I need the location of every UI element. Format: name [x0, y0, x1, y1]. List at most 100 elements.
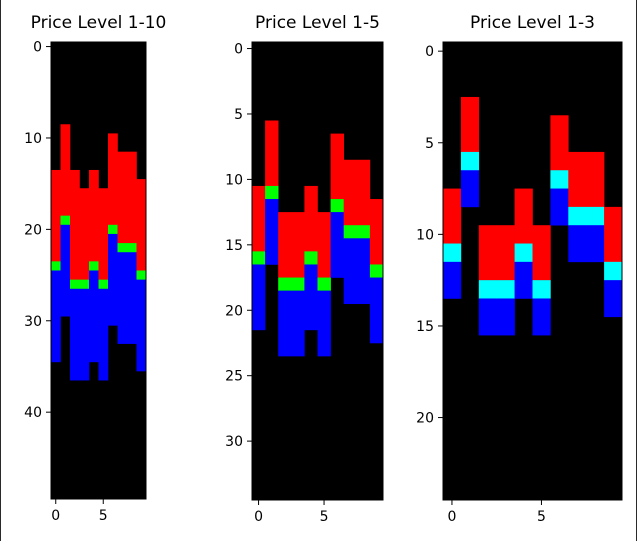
y-tick-label: 10 — [416, 227, 434, 243]
heatmap-cell — [604, 206, 623, 263]
y-tick-label: 15 — [416, 319, 434, 335]
heatmap-cell — [317, 212, 331, 278]
heatmap-cell — [265, 120, 279, 187]
heatmap-cell — [108, 133, 118, 226]
heatmap-cell — [79, 279, 90, 290]
heatmap-cell — [460, 151, 480, 171]
heatmap-cell — [532, 280, 551, 299]
x-tick-label: 5 — [99, 508, 108, 524]
heatmap-cell — [496, 225, 515, 281]
heatmap-cell — [586, 151, 605, 208]
heatmap-cell — [70, 169, 80, 280]
chart-title: Price Level 1-3 — [470, 13, 595, 33]
y-tick-label: 30 — [24, 314, 42, 330]
heatmap-cell — [127, 252, 137, 344]
heatmap-cell — [604, 261, 623, 281]
heatmap-cell — [369, 199, 384, 265]
heatmap-cell — [550, 188, 569, 226]
heatmap-cell — [70, 279, 80, 290]
x-tick-label: 0 — [254, 509, 263, 525]
heatmap-cell — [265, 199, 279, 265]
x-tick-label: 0 — [447, 509, 456, 525]
heatmap-cell — [568, 225, 587, 263]
heatmap-cell — [252, 251, 266, 265]
heatmap-cell — [278, 290, 292, 357]
heatmap-cell — [343, 159, 358, 226]
heatmap-cell — [586, 225, 605, 263]
heatmap-cell — [127, 151, 137, 244]
heatmap-cell — [317, 277, 331, 291]
heatmap-cell — [330, 212, 344, 278]
heatmap-cell — [79, 188, 90, 280]
heatmap-cell — [51, 169, 61, 262]
y-tick-label: 0 — [234, 42, 243, 58]
heatmap-cell — [252, 264, 266, 331]
heatmap-cell — [443, 188, 462, 244]
y-tick-label: 5 — [234, 107, 243, 123]
heatmap-cell — [514, 188, 533, 244]
heatmap-panel-2: Price Level 1-5 0 5 10 15 20 25 30 0 5 — [225, 13, 384, 525]
heatmap-cell — [108, 224, 118, 235]
heatmap-cell — [278, 277, 292, 291]
heatmap-cell — [108, 233, 118, 326]
heatmap-cell — [304, 251, 318, 265]
x-tick-label: 5 — [537, 509, 546, 525]
y-tick-label: 20 — [225, 303, 243, 319]
y-tick-label: 5 — [425, 136, 434, 152]
heatmap-cell — [478, 280, 497, 299]
heatmap-cell — [460, 170, 480, 208]
chart-title: Price Level 1-5 — [255, 13, 380, 33]
heatmap-cell — [568, 151, 587, 208]
heatmap-cell — [70, 288, 80, 381]
heatmap-cell — [98, 279, 109, 290]
heatmap-cell — [343, 238, 358, 305]
heatmap-cell — [330, 133, 344, 200]
heatmap-panel-1: Price Level 1-10 0 10 20 30 40 0 5 — [24, 13, 166, 524]
heatmap-cell — [604, 280, 623, 318]
y-tick-label: 0 — [425, 44, 434, 60]
heatmap-cell — [478, 225, 497, 281]
heatmap-cell — [291, 290, 305, 357]
heatmap-cell — [60, 124, 71, 216]
heatmap-cell — [252, 185, 266, 252]
heatmap-cell — [89, 270, 99, 363]
x-tick-label: 5 — [320, 509, 329, 525]
heatmap-cell — [478, 298, 497, 336]
window-edge-left — [0, 0, 1, 541]
heatmap-cell — [343, 225, 358, 239]
y-tick-label: 25 — [225, 369, 243, 385]
heatmap-cell — [550, 170, 569, 189]
axes-frame — [50, 41, 147, 500]
heatmap-cell — [304, 185, 318, 252]
heatmap-cell — [356, 159, 371, 226]
heatmap-cell — [356, 225, 371, 239]
heatmap-cell — [79, 288, 90, 381]
heatmap-cell — [89, 169, 99, 262]
heatmap-cell — [460, 96, 480, 153]
y-tick-label: 0 — [33, 40, 42, 56]
y-tick-label: 20 — [416, 411, 434, 427]
heatmap-cell — [51, 261, 61, 271]
y-tick-label: 30 — [225, 434, 243, 450]
heatmap-cell — [532, 298, 551, 336]
heatmap-cell — [514, 243, 533, 263]
heatmap-cell — [117, 151, 128, 244]
heatmap-cell — [586, 206, 605, 226]
heatmap-cell — [127, 243, 137, 253]
heatmap-cell — [60, 224, 71, 317]
heatmap-cell — [304, 264, 318, 331]
heatmap-cell — [568, 206, 587, 226]
heatmap-cell — [532, 225, 551, 281]
axes-frame — [442, 41, 623, 501]
heatmap-cell — [51, 270, 61, 363]
heatmap-cell — [496, 280, 515, 299]
heatmap-cell — [369, 264, 384, 278]
heatmap-cell — [496, 298, 515, 336]
heatmap-cell — [291, 277, 305, 291]
heatmap-cell — [98, 288, 109, 381]
heatmap-cell — [330, 199, 344, 213]
heatmap-cell — [278, 212, 292, 278]
heatmap-cell — [98, 188, 109, 280]
y-tick-label: 10 — [225, 172, 243, 188]
